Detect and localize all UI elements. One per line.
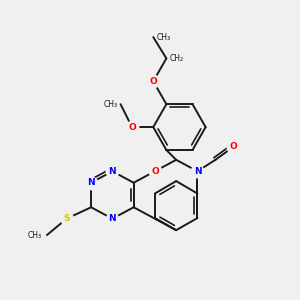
Text: O: O <box>230 142 237 151</box>
Text: N: N <box>194 167 201 176</box>
Text: N: N <box>109 167 116 176</box>
Text: N: N <box>87 178 95 187</box>
Text: O: O <box>149 77 157 86</box>
Text: CH₂: CH₂ <box>169 54 184 63</box>
Text: O: O <box>151 167 159 176</box>
Text: O: O <box>128 123 136 132</box>
Text: N: N <box>109 214 116 223</box>
Text: CH₃: CH₃ <box>28 231 42 240</box>
Text: CH₃: CH₃ <box>103 100 117 109</box>
Text: S: S <box>63 214 70 223</box>
Text: CH₃: CH₃ <box>157 33 171 42</box>
